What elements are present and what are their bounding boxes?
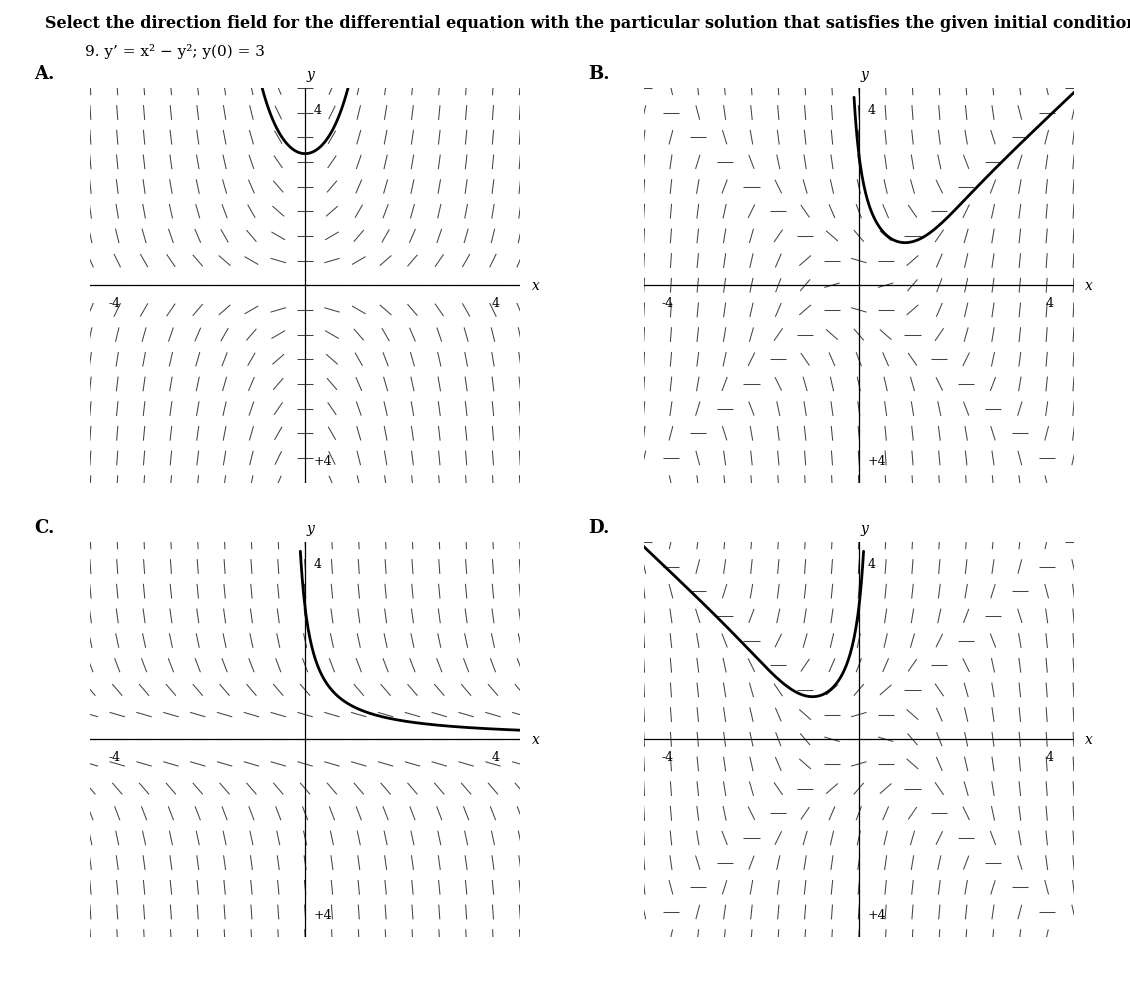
- Text: -4: -4: [108, 297, 120, 310]
- Text: Select the direction field for the differential equation with the particular sol: Select the direction field for the diffe…: [45, 15, 1130, 32]
- Text: x: x: [532, 733, 540, 746]
- Text: B.: B.: [589, 65, 610, 83]
- Text: x: x: [1086, 279, 1094, 293]
- Text: D.: D.: [589, 519, 610, 536]
- Text: 4: 4: [492, 750, 499, 763]
- Text: +4: +4: [868, 455, 886, 467]
- Text: 4: 4: [1045, 297, 1053, 310]
- Text: 4: 4: [314, 558, 322, 571]
- Text: y: y: [861, 68, 869, 82]
- Text: 4: 4: [1045, 750, 1053, 763]
- Text: y: y: [307, 522, 315, 535]
- Text: C.: C.: [35, 519, 55, 536]
- Text: 9. y’ = x² − y²; y(0) = 3: 9. y’ = x² − y²; y(0) = 3: [85, 44, 264, 59]
- Text: -4: -4: [108, 750, 120, 763]
- Text: x: x: [1086, 733, 1094, 746]
- Text: y: y: [307, 68, 315, 82]
- Text: 4: 4: [868, 105, 876, 117]
- Text: -4: -4: [662, 750, 673, 763]
- Text: +4: +4: [314, 455, 332, 467]
- Text: 4: 4: [868, 558, 876, 571]
- Text: y: y: [861, 522, 869, 535]
- Text: 4: 4: [314, 105, 322, 117]
- Text: 4: 4: [492, 297, 499, 310]
- Text: A.: A.: [35, 65, 55, 83]
- Text: -4: -4: [662, 297, 673, 310]
- Text: +4: +4: [314, 908, 332, 921]
- Text: +4: +4: [868, 908, 886, 921]
- Text: x: x: [532, 279, 540, 293]
